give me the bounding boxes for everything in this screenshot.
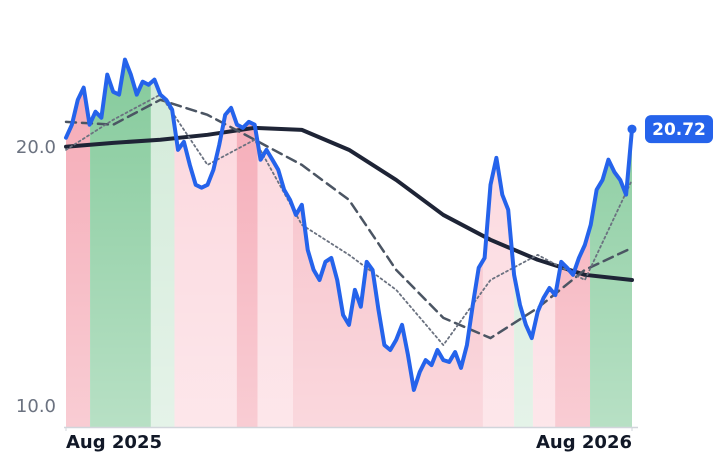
region-fade bbox=[66, 59, 632, 427]
y-tick-label: 20.0 bbox=[16, 137, 56, 158]
x-tick-label: Aug 2025 bbox=[66, 432, 162, 453]
series-line bbox=[64, 125, 634, 282]
lines bbox=[64, 57, 637, 392]
x-tick-label: Aug 2026 bbox=[536, 432, 632, 453]
last-value-badge bbox=[645, 115, 713, 144]
series-line bbox=[64, 57, 634, 392]
last-point bbox=[627, 124, 637, 134]
last-value-label: 20.72 bbox=[652, 120, 706, 140]
axes: 20.72 10.0 20.0 Aug 2025 Aug 2026 bbox=[16, 115, 713, 453]
regions bbox=[66, 59, 632, 427]
y-tick-label: 10.0 bbox=[16, 396, 56, 417]
series-line bbox=[64, 98, 634, 340]
